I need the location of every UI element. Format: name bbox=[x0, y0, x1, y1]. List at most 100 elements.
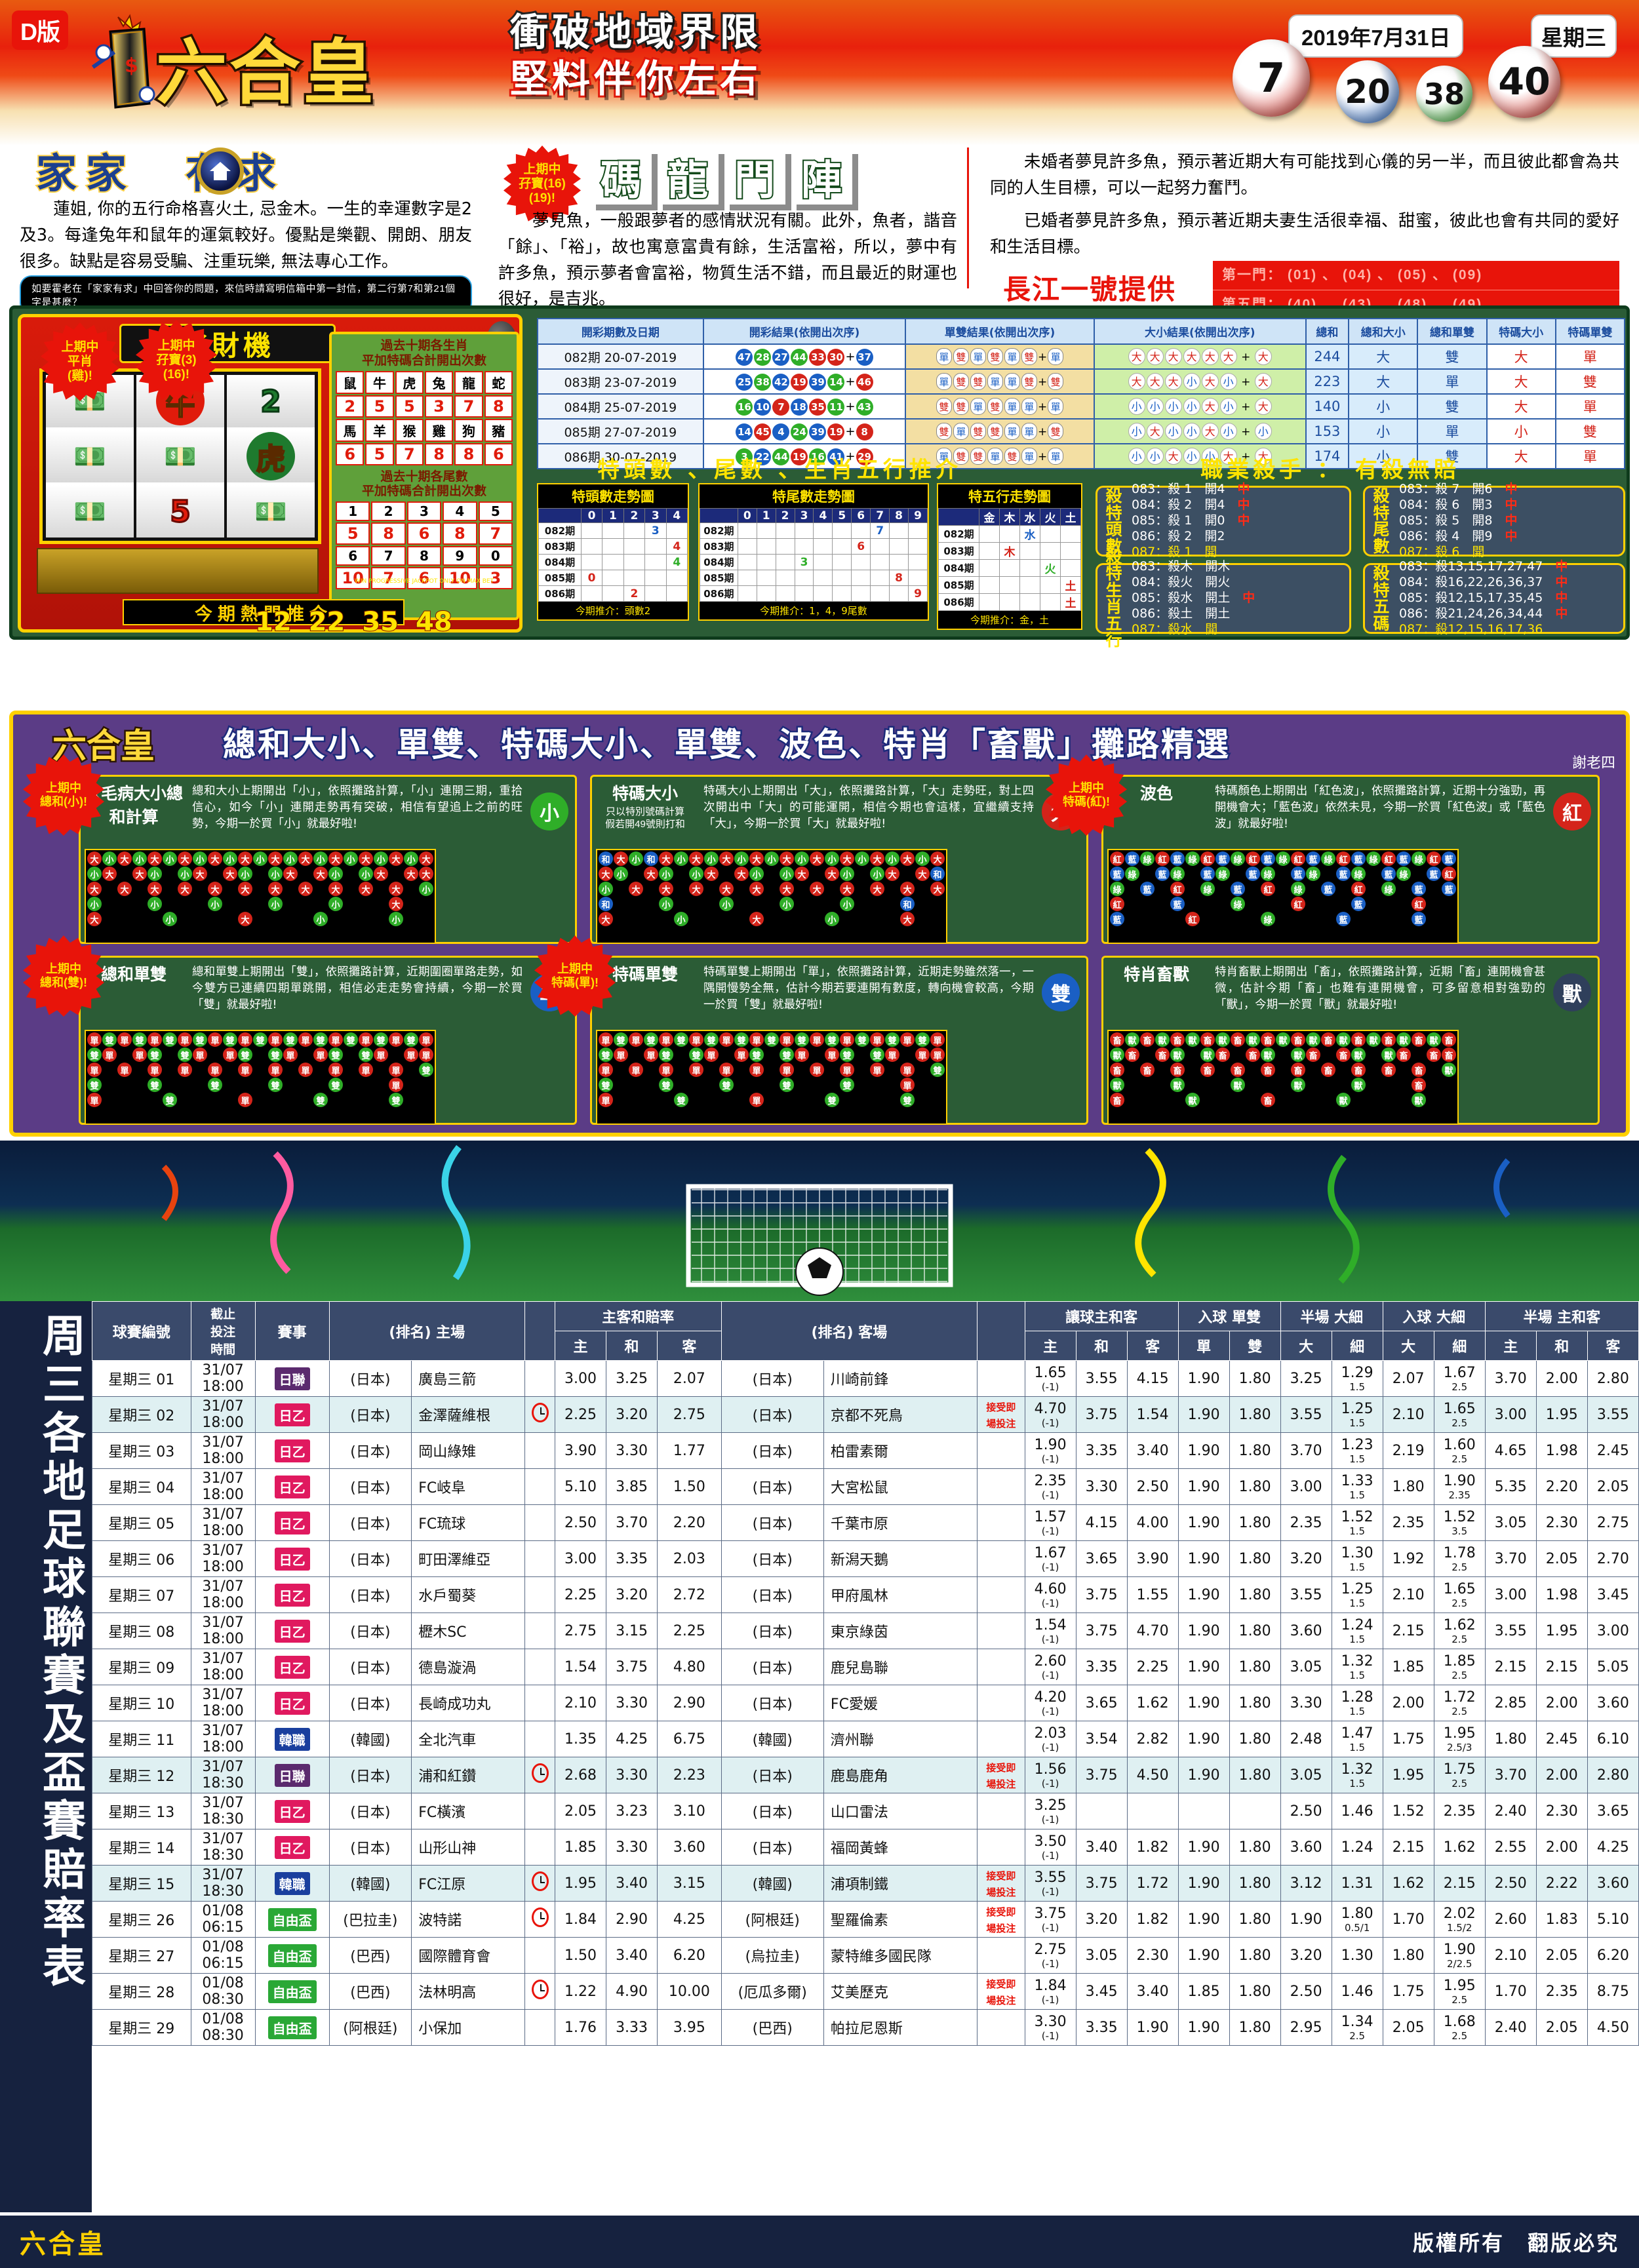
cell-hcp-draw[interactable]: 3.05 bbox=[1075, 1937, 1128, 1974]
cell-half-draw[interactable]: 1.95 bbox=[1535, 1613, 1588, 1649]
table-row[interactable]: 星期三 13 31/07 18:30 日乙 (日本) FC橫濱 2.05 3.23 3.10 (日… bbox=[92, 1793, 1639, 1829]
cell-half-away[interactable]: 3.65 bbox=[1587, 1793, 1639, 1829]
cell-hcp-draw[interactable]: 3.45 bbox=[1075, 1973, 1128, 2010]
cell-half-home[interactable]: 3.70 bbox=[1484, 1757, 1537, 1793]
cell-hcp-away[interactable]: 1.82 bbox=[1126, 1829, 1179, 1866]
cell-goal-odd[interactable]: 1.90 bbox=[1177, 1432, 1230, 1469]
cell-half-draw[interactable]: 2.45 bbox=[1535, 1721, 1588, 1757]
cell-odds-home[interactable]: 1.76 bbox=[555, 2009, 607, 2046]
table-row[interactable]: 星期三 05 31/07 18:00 日乙 (日本) FC琉球 2.50 3.70 2.20 (日… bbox=[92, 1504, 1639, 1541]
cell-hcp-draw[interactable]: 3.20 bbox=[1075, 1901, 1128, 1938]
cell-goal-odd[interactable]: 1.90 bbox=[1177, 1360, 1230, 1397]
cell-half-away[interactable]: 2.70 bbox=[1587, 1540, 1639, 1577]
cell-goal-even[interactable]: 1.80 bbox=[1229, 1504, 1281, 1541]
cell-odds-home[interactable]: 3.00 bbox=[555, 1540, 607, 1577]
cell-goal-even[interactable]: 1.80 bbox=[1229, 1685, 1281, 1721]
cell-half-home[interactable]: 2.60 bbox=[1484, 1901, 1537, 1938]
cell-goal-even[interactable]: 1.80 bbox=[1229, 1468, 1281, 1505]
cell-hcp-home[interactable]: 1.65 (-1) bbox=[1024, 1360, 1076, 1397]
table-row[interactable]: 星期三 12 31/07 18:30 日聯 (日本) 浦和紅鑽 2.68 3.30 2.23 (日… bbox=[92, 1757, 1639, 1793]
cell-half-away[interactable]: 5.10 bbox=[1587, 1901, 1639, 1938]
cell-odds-home[interactable]: 2.75 bbox=[555, 1613, 607, 1649]
cell-goal-odd[interactable]: 1.90 bbox=[1177, 1540, 1230, 1577]
table-row[interactable]: 星期三 04 31/07 18:00 日乙 (日本) FC岐阜 5.10 3.85 1.50 (日… bbox=[92, 1468, 1639, 1505]
cell-odds-home[interactable]: 1.84 bbox=[555, 1901, 607, 1938]
cell-half-home[interactable]: 3.05 bbox=[1484, 1504, 1537, 1541]
cell-hcp-draw[interactable]: 3.65 bbox=[1075, 1685, 1128, 1721]
cell-half-away[interactable]: 3.00 bbox=[1587, 1613, 1639, 1649]
table-row[interactable]: 星期三 28 01/08 08:30 自由盃 (巴西) 法林明高 1.22 4.90 10.00… bbox=[92, 1973, 1639, 2010]
cell-odds-away[interactable]: 4.80 bbox=[657, 1649, 722, 1685]
cell-half-draw[interactable]: 2.35 bbox=[1535, 1973, 1588, 2010]
cell-odds-draw[interactable]: 2.90 bbox=[606, 1901, 658, 1938]
cell-odds-draw[interactable]: 3.70 bbox=[606, 1504, 658, 1541]
cell-half-away[interactable]: 2.05 bbox=[1587, 1468, 1639, 1505]
table-row[interactable]: 星期三 02 31/07 18:00 日乙 (日本) 金澤薩維根 2.25 3.20 2.75(… bbox=[92, 1396, 1639, 1433]
cell-odds-draw[interactable]: 3.40 bbox=[606, 1937, 658, 1974]
table-row[interactable]: 星期三 15 31/07 18:30 韓職 (韓國) FC江原 1.95 3.40 3.15 (韓… bbox=[92, 1865, 1639, 1902]
table-row[interactable]: 星期三 06 31/07 18:00 日乙 (日本) 町田澤維亞 3.00 3.35 2.03(… bbox=[92, 1540, 1639, 1577]
cell-half-home[interactable]: 4.65 bbox=[1484, 1432, 1537, 1469]
cell-odds-draw[interactable]: 3.23 bbox=[606, 1793, 658, 1829]
cell-odds-draw[interactable]: 3.33 bbox=[606, 2009, 658, 2046]
cell-half-home[interactable]: 3.00 bbox=[1484, 1576, 1537, 1613]
table-row[interactable]: 星期三 01 31/07 18:00 日聯 (日本) 廣島三箭 3.00 3.25 2.07 (日… bbox=[92, 1360, 1639, 1397]
cell-odds-home[interactable]: 2.25 bbox=[555, 1576, 607, 1613]
cell-hcp-home[interactable]: 3.50 (-1) bbox=[1024, 1829, 1076, 1866]
cell-half-home[interactable]: 1.80 bbox=[1484, 1721, 1537, 1757]
cell-odds-away[interactable]: 2.20 bbox=[657, 1504, 722, 1541]
cell-hcp-draw[interactable]: 3.75 bbox=[1075, 1757, 1128, 1793]
cell-hcp-home[interactable]: 4.60 (-1) bbox=[1024, 1576, 1076, 1613]
cell-odds-away[interactable]: 2.72 bbox=[657, 1576, 722, 1613]
cell-hcp-away[interactable]: 1.72 bbox=[1126, 1865, 1179, 1902]
cell-odds-home[interactable]: 2.10 bbox=[555, 1685, 607, 1721]
cell-hcp-away[interactable]: 1.90 bbox=[1126, 2009, 1179, 2046]
cell-hcp-away[interactable]: 1.54 bbox=[1126, 1396, 1179, 1433]
cell-odds-home[interactable]: 2.25 bbox=[555, 1396, 607, 1433]
table-row[interactable]: 星期三 14 31/07 18:30 日乙 (日本) 山形山神 1.85 3.30 3.60 (日… bbox=[92, 1829, 1639, 1866]
cell-half-home[interactable]: 1.70 bbox=[1484, 1973, 1537, 2010]
cell-half-home[interactable]: 2.15 bbox=[1484, 1649, 1537, 1685]
cell-hcp-home[interactable]: 1.56 (-1) bbox=[1024, 1757, 1076, 1793]
cell-hcp-home[interactable]: 3.55 (-1) bbox=[1024, 1865, 1076, 1902]
table-row[interactable]: 星期三 29 01/08 08:30 自由盃 (阿根廷) 小保加 1.76 3.33 3.95(… bbox=[92, 2009, 1639, 2046]
cell-hcp-away[interactable]: 3.90 bbox=[1126, 1540, 1179, 1577]
cell-goal-odd[interactable]: 1.90 bbox=[1177, 1576, 1230, 1613]
cell-hcp-draw[interactable]: 3.55 bbox=[1075, 1360, 1128, 1397]
table-row[interactable]: 星期三 08 31/07 18:00 日乙 (日本) 櫪木SC 2.75 3.15 2.25 (日… bbox=[92, 1613, 1639, 1649]
cell-half-home[interactable]: 3.70 bbox=[1484, 1360, 1537, 1397]
cell-half-away[interactable]: 2.75 bbox=[1587, 1504, 1639, 1541]
cell-goal-even[interactable]: 1.80 bbox=[1229, 1576, 1281, 1613]
cell-goal-odd[interactable]: 1.90 bbox=[1177, 1396, 1230, 1433]
cell-hcp-draw[interactable]: 3.75 bbox=[1075, 1396, 1128, 1433]
cell-half-draw[interactable]: 1.98 bbox=[1535, 1576, 1588, 1613]
cell-goal-odd[interactable]: 1.90 bbox=[1177, 1829, 1230, 1866]
cell-goal-odd[interactable]: 1.90 bbox=[1177, 1613, 1230, 1649]
cell-half-draw[interactable]: 2.00 bbox=[1535, 1685, 1588, 1721]
cell-odds-draw[interactable]: 4.90 bbox=[606, 1973, 658, 2010]
table-row[interactable]: 星期三 09 31/07 18:00 日乙 (日本) 德島漩渦 1.54 3.75 4.80 (日… bbox=[92, 1649, 1639, 1685]
cell-goal-even[interactable] bbox=[1229, 1793, 1281, 1829]
cell-hcp-home[interactable]: 2.35 (-1) bbox=[1024, 1468, 1076, 1505]
cell-hcp-draw[interactable]: 3.30 bbox=[1075, 1468, 1128, 1505]
cell-goal-odd[interactable]: 1.90 bbox=[1177, 1937, 1230, 1974]
cell-odds-away[interactable]: 10.00 bbox=[657, 1973, 722, 2010]
cell-odds-draw[interactable]: 3.20 bbox=[606, 1396, 658, 1433]
cell-goal-even[interactable]: 1.80 bbox=[1229, 1901, 1281, 1938]
cell-half-draw[interactable]: 2.00 bbox=[1535, 1360, 1588, 1397]
cell-odds-draw[interactable]: 3.30 bbox=[606, 1829, 658, 1866]
cell-odds-away[interactable]: 2.07 bbox=[657, 1360, 722, 1397]
cell-odds-draw[interactable]: 3.30 bbox=[606, 1757, 658, 1793]
cell-half-home[interactable]: 3.00 bbox=[1484, 1396, 1537, 1433]
cell-odds-home[interactable]: 2.05 bbox=[555, 1793, 607, 1829]
cell-hcp-home[interactable]: 1.54 (-1) bbox=[1024, 1613, 1076, 1649]
cell-odds-home[interactable]: 5.10 bbox=[555, 1468, 607, 1505]
cell-half-draw[interactable]: 2.30 bbox=[1535, 1504, 1588, 1541]
cell-half-away[interactable]: 6.10 bbox=[1587, 1721, 1639, 1757]
cell-half-home[interactable]: 2.40 bbox=[1484, 1793, 1537, 1829]
cell-odds-away[interactable]: 1.77 bbox=[657, 1432, 722, 1469]
table-row[interactable]: 星期三 27 01/08 06:15 自由盃 (巴西) 國際體育會 1.50 3.40 6.20… bbox=[92, 1937, 1639, 1974]
cell-odds-home[interactable]: 1.35 bbox=[555, 1721, 607, 1757]
cell-hcp-draw[interactable]: 3.35 bbox=[1075, 2009, 1128, 2046]
cell-goal-odd[interactable]: 1.90 bbox=[1177, 1757, 1230, 1793]
